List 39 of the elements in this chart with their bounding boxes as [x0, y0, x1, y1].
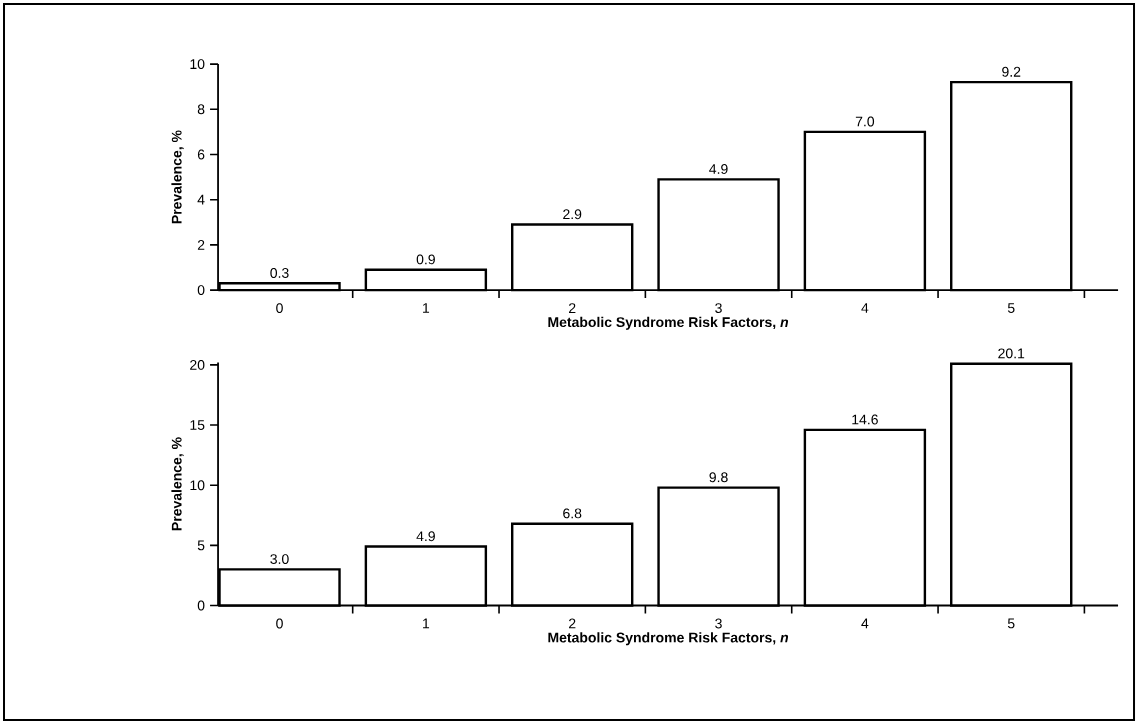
- y-tick-label: 15: [190, 420, 205, 430]
- data-label: 0.9: [416, 254, 435, 265]
- y-tick-label: 2: [197, 240, 205, 250]
- data-label: 4.9: [416, 531, 435, 542]
- x-tick-label: 4: [861, 303, 869, 313]
- data-label: 0.3: [270, 268, 289, 278]
- data-label: 9.2: [1002, 66, 1021, 77]
- x-tick-label: 1: [423, 303, 430, 313]
- x-axis-title: Metabolic Syndrome Risk Factors, n: [548, 316, 789, 330]
- x-tick-label: 5: [1007, 303, 1015, 313]
- y-tick-label: 0: [197, 600, 205, 611]
- x-axis-title: Metabolic Syndrome Risk Factors, n: [548, 632, 789, 646]
- y-tick-label: 4: [197, 194, 205, 205]
- y-tick-label: 20: [190, 359, 205, 370]
- x-tick-label: 4: [861, 618, 869, 629]
- x-tick-label: 2: [569, 303, 576, 313]
- x-tick-label: 0: [276, 303, 283, 314]
- data-label: 9.8: [709, 472, 728, 483]
- y-tick-label: 8: [197, 104, 205, 115]
- y-axis-title: Prevalence, %: [171, 437, 184, 531]
- data-label: 6.8: [563, 508, 582, 519]
- x-tick-label: 5: [1007, 618, 1015, 629]
- x-tick-label: 3: [715, 303, 722, 314]
- y-tick-label: 5: [197, 540, 205, 551]
- x-tick-label: 0: [276, 618, 283, 629]
- y-tick-label: 10: [190, 59, 205, 70]
- data-label: 2.9: [563, 209, 582, 220]
- x-tick-label: 3: [715, 618, 722, 629]
- data-label: 3.0: [270, 554, 289, 565]
- data-label: 14.6: [852, 414, 878, 425]
- data-label: 20.1: [998, 348, 1025, 359]
- data-label: 7.0: [855, 116, 875, 127]
- y-tick-label: 6: [197, 149, 205, 160]
- data-label: 4.9: [709, 164, 728, 174]
- x-tick-label: 2: [569, 618, 576, 629]
- x-tick-label: 1: [423, 618, 430, 629]
- y-tick-label: 10: [190, 480, 205, 491]
- y-tick-label: 0: [197, 285, 205, 296]
- y-axis-title: Prevalence, %: [171, 130, 184, 224]
